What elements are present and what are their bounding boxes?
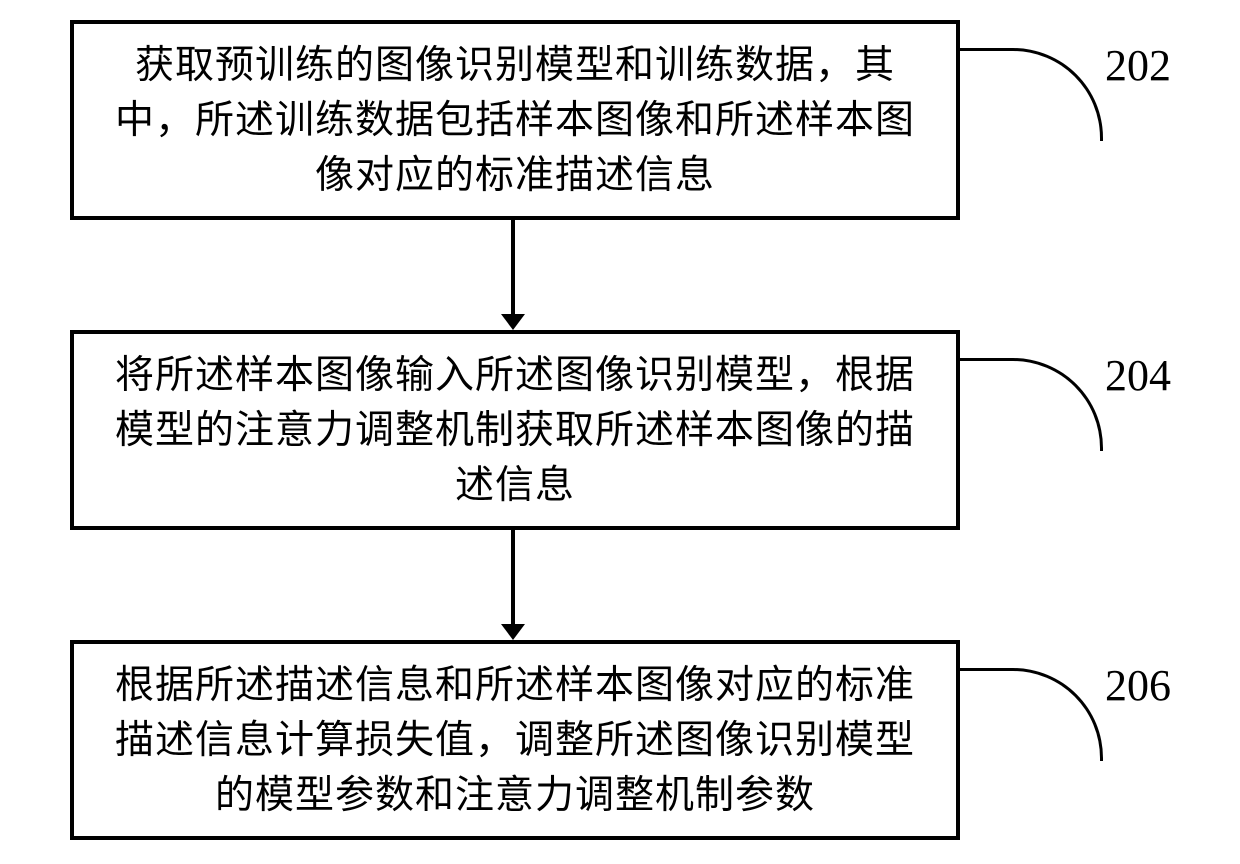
arrow-2-head xyxy=(501,624,525,640)
step-label-204: 204 xyxy=(1105,350,1171,401)
step-text-202: 获取预训练的图像识别模型和训练数据，其中，所述训练数据包括样本图像和所述样本图像… xyxy=(102,38,928,203)
step-box-204: 将所述样本图像输入所述图像识别模型，根据模型的注意力调整机制获取所述样本图像的描… xyxy=(70,330,960,530)
lead-line-206 xyxy=(960,668,1103,761)
lead-line-202 xyxy=(960,48,1103,141)
arrow-2-line xyxy=(511,530,515,624)
step-box-206: 根据所述描述信息和所述样本图像对应的标准描述信息计算损失值，调整所述图像识别模型… xyxy=(70,640,960,840)
step-text-206: 根据所述描述信息和所述样本图像对应的标准描述信息计算损失值，调整所述图像识别模型… xyxy=(102,658,928,823)
flowchart-canvas: { "layout": { "canvas": { "width": 1240,… xyxy=(0,0,1240,864)
step-label-206: 206 xyxy=(1105,660,1171,711)
arrow-1-line xyxy=(511,220,515,314)
lead-line-204 xyxy=(960,358,1103,451)
step-label-202: 202 xyxy=(1105,40,1171,91)
arrow-1-head xyxy=(501,314,525,330)
step-box-202: 获取预训练的图像识别模型和训练数据，其中，所述训练数据包括样本图像和所述样本图像… xyxy=(70,20,960,220)
step-text-204: 将所述样本图像输入所述图像识别模型，根据模型的注意力调整机制获取所述样本图像的描… xyxy=(102,348,928,513)
